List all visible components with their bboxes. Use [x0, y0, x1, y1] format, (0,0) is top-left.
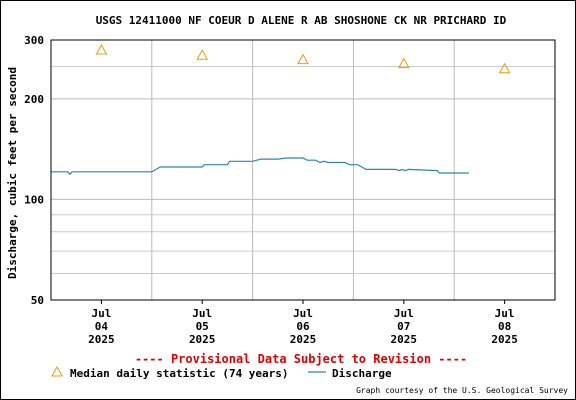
legend: Median daily statistic (74 years) Discha… — [51, 365, 392, 380]
x-tick-label-year: 2025 — [189, 333, 216, 346]
x-tick-label-month: Jul — [394, 307, 414, 320]
chart-title: USGS 12411000 NF COEUR D ALENE R AB SHOS… — [96, 14, 507, 27]
plot-data — [51, 43, 511, 176]
legend-median-label: Median daily statistic (74 years) — [70, 367, 289, 380]
x-tick-label-day: 04 — [95, 320, 109, 333]
x-tick-label-year: 2025 — [290, 333, 317, 346]
legend-discharge-label: Discharge — [332, 367, 392, 380]
grid — [51, 39, 555, 301]
x-tick-label-day: 08 — [498, 320, 511, 333]
median-point-triangle — [498, 62, 511, 74]
y-axis-label: Discharge, cubic feet per second — [6, 67, 19, 279]
median-point-triangle — [196, 49, 209, 60]
x-tick-label-year: 2025 — [391, 333, 418, 346]
credit-text: Graph courtesy of the U.S. Geological Su… — [356, 386, 568, 395]
median-point-triangle — [397, 57, 410, 69]
x-tick-label-day: 05 — [196, 320, 209, 333]
x-tick-label-year: 2025 — [491, 333, 518, 346]
x-tick-label-day: 07 — [397, 320, 410, 333]
x-tick-label-day: 06 — [296, 320, 310, 333]
axes: 50100200300Jul042025Jul052025Jul062025Ju… — [24, 34, 518, 346]
y-tick-label: 300 — [24, 34, 44, 47]
legend-triangle-icon — [51, 365, 63, 377]
y-tick-label: 100 — [24, 193, 44, 206]
y-tick-label: 200 — [24, 93, 44, 106]
median-point-triangle — [95, 43, 108, 55]
median-point-triangle — [297, 53, 309, 65]
x-tick-label-year: 2025 — [88, 333, 115, 346]
x-tick-label-month: Jul — [91, 307, 111, 320]
provisional-banner: ---- Provisional Data Subject to Revisio… — [135, 352, 467, 366]
x-tick-label-month: Jul — [293, 307, 313, 320]
x-tick-label-month: Jul — [495, 307, 515, 320]
plot-border — [50, 39, 556, 301]
y-tick-label: 50 — [31, 294, 44, 307]
x-tick-label-month: Jul — [192, 307, 212, 320]
discharge-line — [51, 157, 469, 176]
